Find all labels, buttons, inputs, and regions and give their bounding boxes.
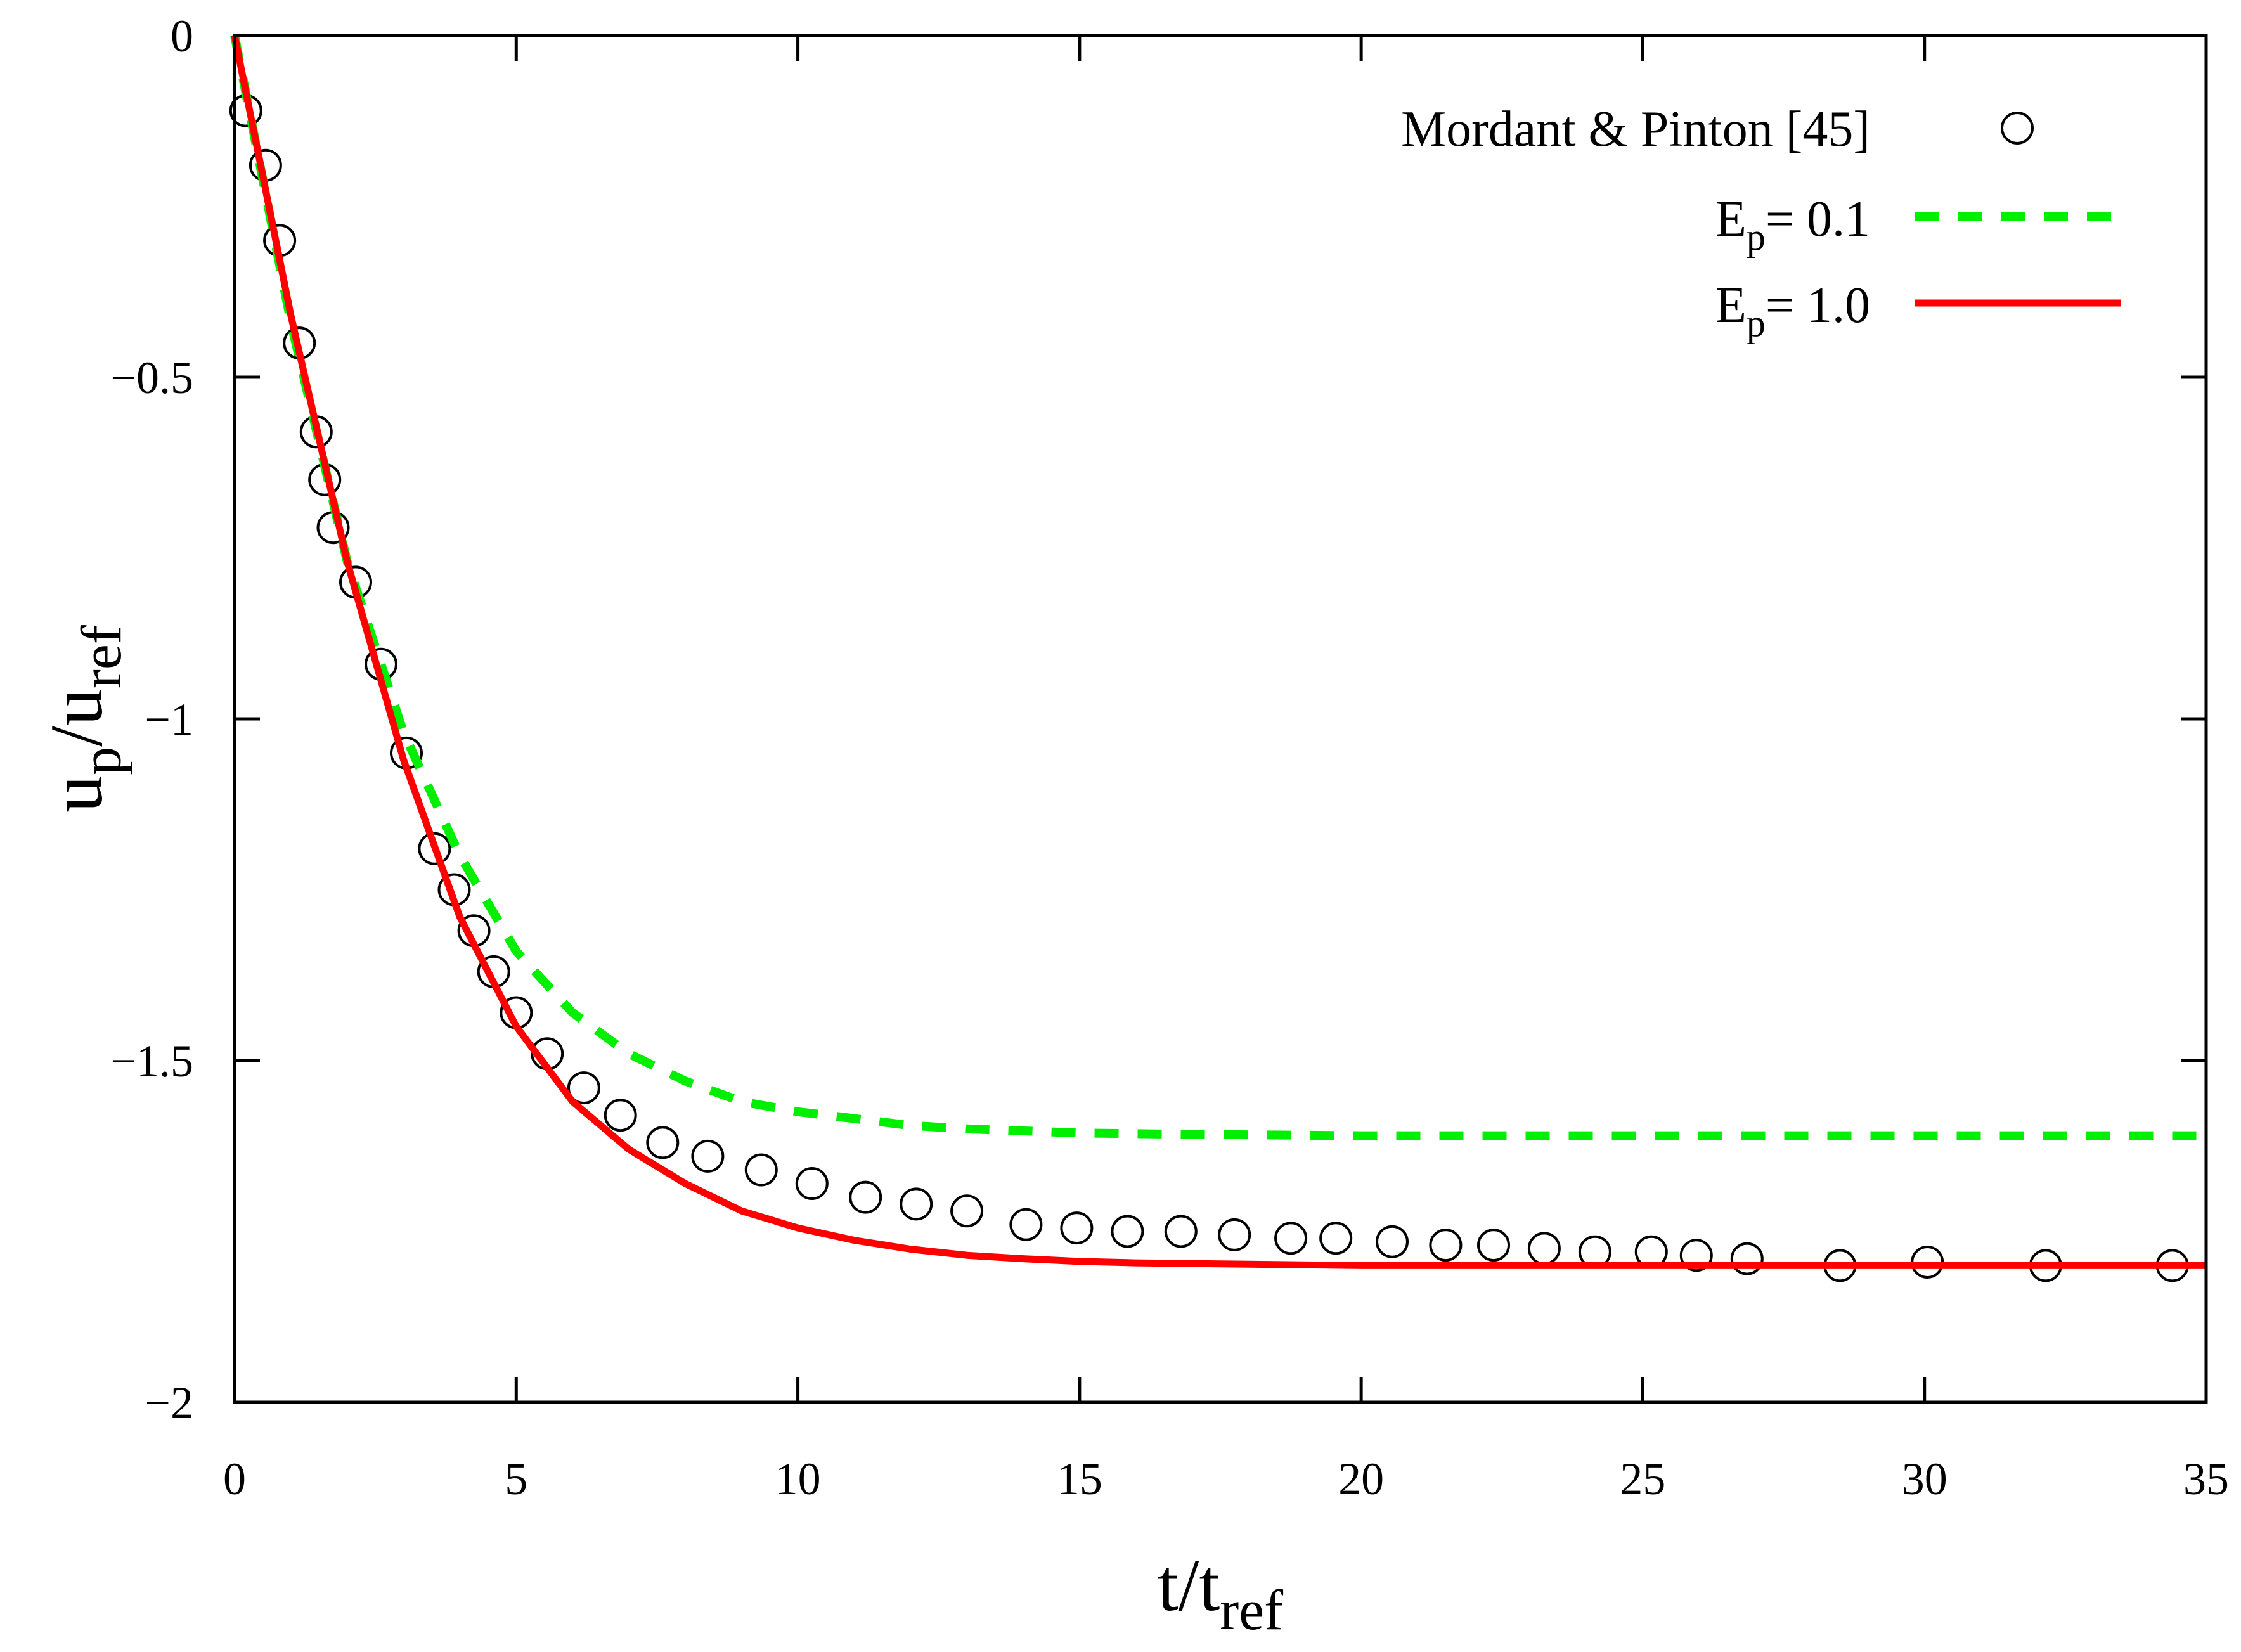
data-point	[691, 1139, 725, 1173]
x-tick-label: 10	[775, 1454, 821, 1504]
x-tick-label: 5	[505, 1454, 527, 1504]
data-point	[604, 1099, 637, 1132]
data-point	[1730, 1242, 1764, 1275]
data-point	[1376, 1225, 1409, 1258]
data-point	[849, 1180, 882, 1214]
data-point	[1429, 1229, 1463, 1262]
y-tick-label: −2	[145, 1378, 193, 1428]
series-line-ep10	[231, 34, 2206, 1269]
x-tick-label: 0	[223, 1454, 246, 1504]
series-line-ep01	[230, 34, 2206, 1140]
x-tick-label: 35	[2183, 1454, 2229, 1504]
x-tick-label: 30	[1902, 1454, 1947, 1504]
data-point	[1477, 1229, 1510, 1262]
legend-marker-mordant	[2001, 112, 2034, 145]
data-point	[567, 1071, 600, 1105]
data-point	[795, 1167, 829, 1200]
y-axis-title: up/uref	[35, 625, 133, 813]
data-point	[1060, 1211, 1094, 1245]
x-axis-title: t/tref	[1158, 1544, 1283, 1642]
data-point	[1164, 1215, 1198, 1248]
legend-label-ep01: Ep= 0.1	[1715, 191, 1870, 258]
data-point	[1319, 1222, 1353, 1255]
data-point	[950, 1194, 984, 1228]
data-point	[1009, 1208, 1043, 1241]
tick-layer: 0 5 10 15 20 25 30 35 0 −0.5 −1 −1.5 −2	[110, 11, 2229, 1504]
y-tick-label: −0.5	[110, 352, 193, 403]
data-point	[900, 1187, 933, 1221]
data-point	[1111, 1215, 1144, 1248]
y-tick-label: −1.5	[110, 1036, 193, 1087]
legend-label-ep10: Ep= 1.0	[1715, 278, 1870, 344]
y-tick-label: −1	[145, 694, 193, 745]
data-point	[646, 1126, 680, 1159]
legend: Mordant & Pinton [45] Ep= 0.1 Ep= 1.0	[1401, 101, 2121, 344]
x-tick-label: 15	[1057, 1454, 1102, 1504]
legend-label-mordant: Mordant & Pinton [45]	[1401, 101, 1870, 157]
x-tick-label: 20	[1338, 1454, 1384, 1504]
series-layer	[229, 34, 2206, 1282]
data-point	[1218, 1218, 1251, 1251]
data-point	[744, 1153, 778, 1187]
data-point	[1679, 1239, 1713, 1272]
x-tick-label: 25	[1620, 1454, 1665, 1504]
data-point	[418, 832, 451, 865]
y-tick-label: 0	[171, 11, 193, 61]
data-point	[1274, 1222, 1308, 1255]
